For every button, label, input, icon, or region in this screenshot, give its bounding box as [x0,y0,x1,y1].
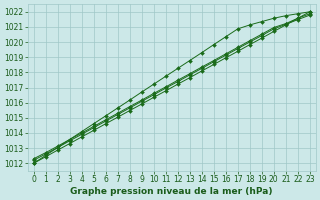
X-axis label: Graphe pression niveau de la mer (hPa): Graphe pression niveau de la mer (hPa) [70,187,273,196]
